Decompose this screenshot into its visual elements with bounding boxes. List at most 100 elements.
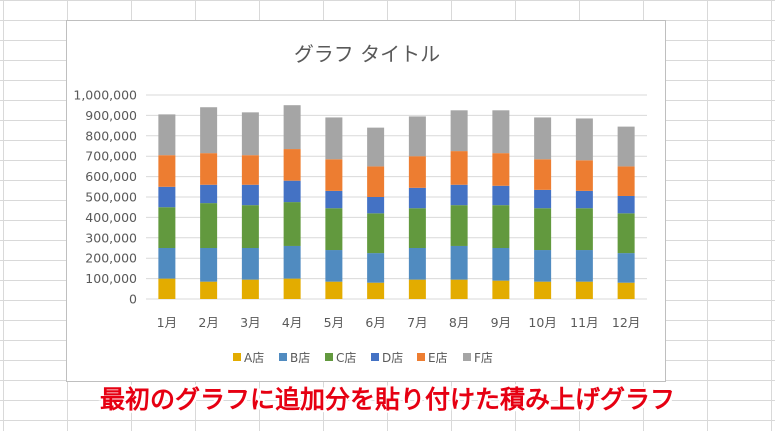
bar-segment[interactable] (283, 278, 301, 299)
bar-segment[interactable] (158, 114, 176, 156)
legend-swatch (463, 353, 471, 361)
bar-segment[interactable] (450, 184, 468, 206)
y-tick-label: 900,000 (85, 108, 137, 123)
x-tick-label: 8月 (449, 315, 469, 330)
bar-segment[interactable] (241, 184, 259, 206)
bar-segment[interactable] (450, 279, 468, 299)
bar-segment[interactable] (492, 248, 510, 281)
bar-segment[interactable] (367, 197, 385, 214)
bar-segment[interactable] (241, 248, 259, 280)
bar-segment[interactable] (158, 248, 176, 279)
bar-segment[interactable] (325, 159, 343, 191)
bar-segment[interactable] (450, 151, 468, 185)
bar-segment[interactable] (492, 110, 510, 154)
bar-segment[interactable] (492, 153, 510, 186)
bar-segment[interactable] (200, 184, 218, 204)
bar-segment[interactable] (617, 253, 635, 283)
bar-segment[interactable] (534, 189, 552, 209)
x-tick-label: 2月 (198, 315, 218, 330)
bar-segment[interactable] (575, 250, 593, 282)
bar-segment[interactable] (241, 155, 259, 185)
y-tick-label: 700,000 (85, 149, 137, 164)
bar-segment[interactable] (492, 185, 510, 206)
bar-segment[interactable] (325, 117, 343, 160)
bar-segment[interactable] (492, 280, 510, 299)
bar-segment[interactable] (200, 107, 218, 154)
bar-segment[interactable] (617, 195, 635, 214)
bar-segment[interactable] (241, 279, 259, 299)
bar-segment[interactable] (575, 190, 593, 209)
bar-segment[interactable] (367, 166, 385, 197)
bar-segment[interactable] (408, 156, 426, 188)
legend-label: A店 (244, 351, 264, 365)
x-tick-label: 9月 (491, 315, 511, 330)
legend-label: E店 (428, 351, 448, 365)
bar-segment[interactable] (408, 187, 426, 209)
bar-segment[interactable] (534, 208, 552, 251)
bar-segment[interactable] (283, 105, 301, 150)
y-tick-label: 500,000 (85, 190, 137, 205)
bar-segment[interactable] (158, 186, 176, 208)
bar-segment[interactable] (241, 112, 259, 156)
bar-segment[interactable] (408, 248, 426, 280)
y-tick-label: 200,000 (85, 251, 137, 266)
bar-segment[interactable] (200, 281, 218, 299)
bar-segment[interactable] (158, 155, 176, 187)
bar-segment[interactable] (617, 282, 635, 299)
y-tick-label: 0 (129, 292, 137, 307)
bar-segment[interactable] (534, 250, 552, 282)
x-tick-label: 12月 (612, 315, 640, 330)
bar-segment[interactable] (283, 202, 301, 246)
x-tick-label: 4月 (282, 315, 302, 330)
bar-segment[interactable] (492, 205, 510, 248)
bar-segment[interactable] (534, 159, 552, 190)
legend-swatch (371, 353, 379, 361)
bar-segment[interactable] (617, 213, 635, 254)
legend-label: D店 (382, 351, 403, 365)
bar-segment[interactable] (241, 205, 259, 248)
bar-segment[interactable] (534, 281, 552, 299)
chart-title[interactable]: グラフ タイトル (294, 42, 440, 66)
bar-segment[interactable] (575, 281, 593, 299)
x-tick-label: 1月 (157, 315, 177, 330)
bar-segment[interactable] (408, 116, 426, 157)
bar-segment[interactable] (283, 149, 301, 181)
bar-segment[interactable] (408, 279, 426, 299)
y-tick-label: 300,000 (85, 230, 137, 245)
bar-segment[interactable] (367, 282, 385, 299)
bar-segment[interactable] (408, 208, 426, 248)
bar-segment[interactable] (367, 213, 385, 254)
bar-segment[interactable] (283, 180, 301, 203)
bar-segment[interactable] (575, 208, 593, 251)
legend-label: C店 (336, 351, 356, 365)
bar-segment[interactable] (158, 278, 176, 299)
bar-segment[interactable] (534, 117, 552, 160)
bar-segment[interactable] (325, 281, 343, 299)
bar-segment[interactable] (325, 250, 343, 282)
legend-swatch (233, 353, 241, 361)
bar-segment[interactable] (200, 248, 218, 282)
bar-segment[interactable] (367, 253, 385, 283)
bar-segment[interactable] (617, 166, 635, 196)
y-tick-label: 600,000 (85, 169, 137, 184)
bar-segment[interactable] (575, 118, 593, 161)
y-tick-label: 800,000 (85, 128, 137, 143)
legend-swatch (325, 353, 333, 361)
bar-segment[interactable] (450, 110, 468, 152)
x-tick-label: 11月 (570, 315, 598, 330)
bar-segment[interactable] (200, 203, 218, 248)
x-tick-label: 7月 (407, 315, 427, 330)
bar-segment[interactable] (283, 245, 301, 279)
bar-segment[interactable] (450, 205, 468, 246)
chart-area[interactable]: グラフ タイトル 0 100,000 200,000 300,000 400,000 50… (66, 20, 666, 382)
x-tick-label: 10月 (528, 315, 556, 330)
bar-segment[interactable] (325, 208, 343, 251)
legend-swatch (279, 353, 287, 361)
bar-segment[interactable] (158, 207, 176, 248)
bar-segment[interactable] (200, 153, 218, 185)
bar-segment[interactable] (450, 245, 468, 280)
bar-segment[interactable] (617, 126, 635, 167)
bar-segment[interactable] (575, 160, 593, 191)
bar-segment[interactable] (325, 190, 343, 209)
bar-segment[interactable] (367, 127, 385, 167)
